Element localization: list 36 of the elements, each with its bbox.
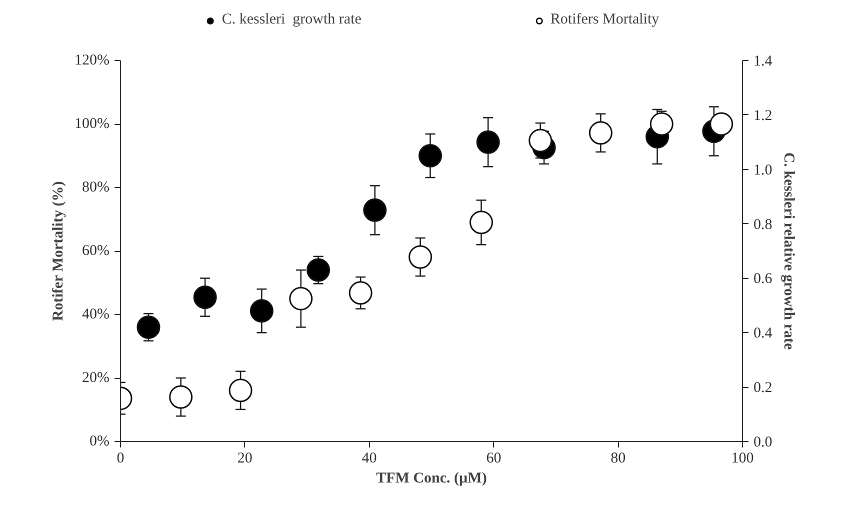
y-tick-label: 120% <box>74 52 110 68</box>
x-tick-label: 100 <box>731 450 754 466</box>
x-tick-label: 60 <box>486 450 502 466</box>
point <box>306 258 330 282</box>
y2-tick-label: 0.6 <box>754 271 773 288</box>
x-tick-label: 40 <box>362 450 377 466</box>
y2-axis-title: C. kessleri relative growth rate <box>780 152 796 350</box>
y-tick-label: 20% <box>82 370 110 386</box>
point <box>476 130 500 154</box>
point <box>710 112 734 136</box>
y2-tick-label: 0.4 <box>754 326 773 342</box>
y-tick-label: 0% <box>90 434 110 450</box>
point <box>650 112 674 136</box>
x-tick-label: 0 <box>116 450 124 466</box>
point <box>193 286 217 309</box>
x-axis-title: TFM Conc. (µM) <box>376 470 487 486</box>
point <box>418 144 442 168</box>
y-tick-label: 40% <box>82 306 110 322</box>
y-tick-label: 100% <box>74 116 110 132</box>
legend-label: C. kessleri growth rate <box>222 12 362 28</box>
point <box>528 128 552 152</box>
y-tick-label: 60% <box>82 243 110 259</box>
y-tick-label: 80% <box>82 180 110 196</box>
legend-label: Rotifers Mortality <box>550 12 660 28</box>
y2-tick-label: 0.0 <box>754 434 772 450</box>
y-axis-title: Rotifer Mortality (%) <box>50 181 67 321</box>
point <box>363 198 387 222</box>
point <box>136 315 160 339</box>
y2-tick-label: 1.2 <box>754 108 772 124</box>
y2-tick-label: 1.0 <box>754 162 772 178</box>
y2-tick-label: 0.8 <box>754 216 772 233</box>
y2-tick-label: 0.2 <box>754 380 772 396</box>
x-tick-label: 80 <box>610 450 626 466</box>
y2-tick-label: 1.4 <box>754 54 773 70</box>
point <box>250 299 274 323</box>
x-tick-label: 20 <box>237 450 252 466</box>
